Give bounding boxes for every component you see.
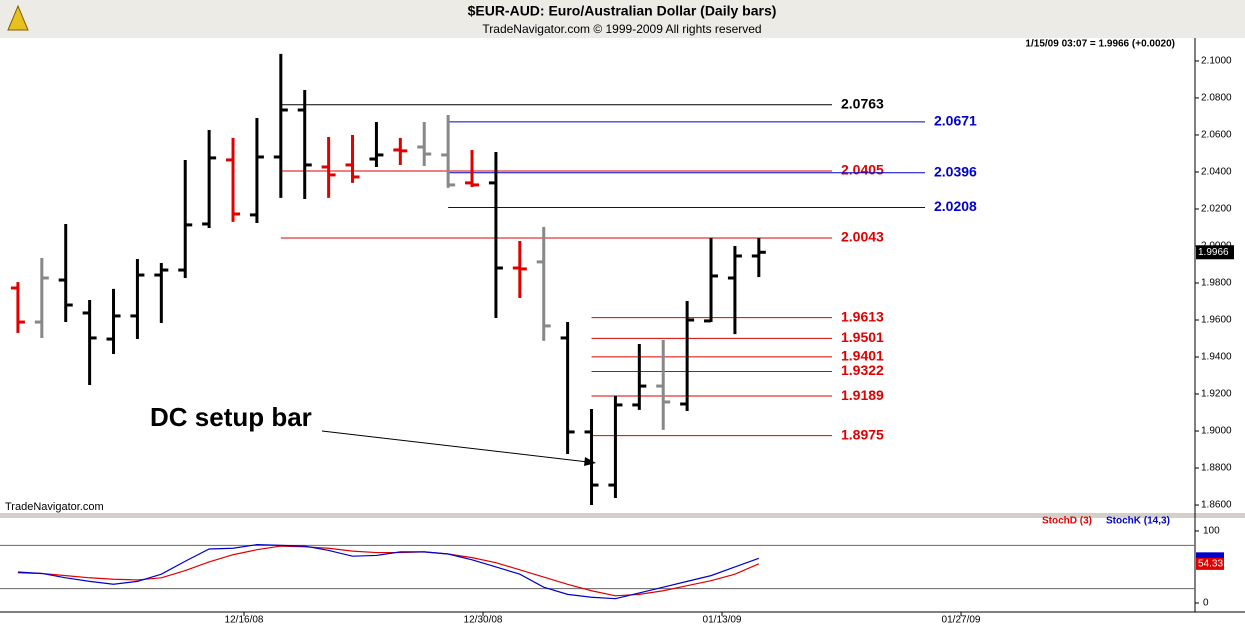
value-box	[1196, 557, 1224, 570]
level-label: 2.0405	[841, 162, 884, 178]
x-tick-label: 01/13/09	[703, 615, 742, 626]
price-pane	[0, 38, 1195, 513]
chart-title: $EUR-AUD: Euro/Australian Dollar (Daily …	[468, 3, 777, 19]
last-price-box	[1196, 245, 1234, 260]
x-tick-label: 01/27/09	[942, 615, 981, 626]
legend-entry: StochD (3)	[1042, 516, 1092, 527]
y-tick-label: 2.0600	[1201, 130, 1232, 141]
y-tick-label: 2.0200	[1201, 204, 1232, 215]
y-tick-label: 0	[1203, 598, 1209, 609]
y-tick-label: 1.8800	[1201, 463, 1232, 474]
level-label: 2.0671	[934, 113, 977, 129]
level-label: 1.9401	[841, 348, 884, 364]
y-tick-label: 1.9400	[1201, 352, 1232, 363]
y-tick-label: 1.9800	[1201, 278, 1232, 289]
x-axis-bg	[0, 612, 1245, 631]
level-label: 1.9501	[841, 329, 884, 345]
level-label: 1.9189	[841, 387, 884, 403]
watermark: TradeNavigator.com	[5, 501, 104, 513]
y-tick-label: 100	[1203, 526, 1220, 537]
y-tick-label: 1.9600	[1201, 315, 1232, 326]
y-tick-label: 1.9000	[1201, 426, 1232, 437]
level-label: 2.0208	[934, 198, 977, 214]
price-axis-bg	[1195, 38, 1245, 513]
annotation-arrow	[321, 430, 589, 463]
level-label: 1.9613	[841, 308, 884, 324]
header-bg	[0, 0, 1245, 38]
level-label: 1.8975	[841, 426, 884, 442]
last-price: 1.9966	[1198, 247, 1229, 258]
quote: 1/15/09 03:07 = 1.9966 (+0.0020)	[1025, 39, 1175, 50]
chart-subtitle: TradeNavigator.com © 1999-2009 All right…	[482, 22, 761, 36]
level-label: 2.0396	[934, 163, 977, 179]
annotation: DC setup bar	[150, 402, 312, 432]
level-label: 1.9322	[841, 362, 884, 378]
value-label: 54.33	[1198, 559, 1223, 570]
level-label: 2.0763	[841, 96, 884, 112]
legend-entry: StochK (14,3)	[1106, 516, 1170, 527]
y-tick-label: 2.0400	[1201, 167, 1232, 178]
level-label: 2.0043	[841, 229, 884, 245]
y-tick-label: 2.0800	[1201, 93, 1232, 104]
logo	[7, 4, 29, 31]
y-tick-label: 1.8600	[1201, 500, 1232, 511]
stoch-line	[17, 544, 760, 600]
x-tick-label: 12/16/08	[225, 615, 264, 626]
x-tick-label: 12/30/08	[464, 615, 503, 626]
y-tick-label: 2.1000	[1201, 56, 1232, 67]
y-tick-label: 1.9200	[1201, 389, 1232, 400]
